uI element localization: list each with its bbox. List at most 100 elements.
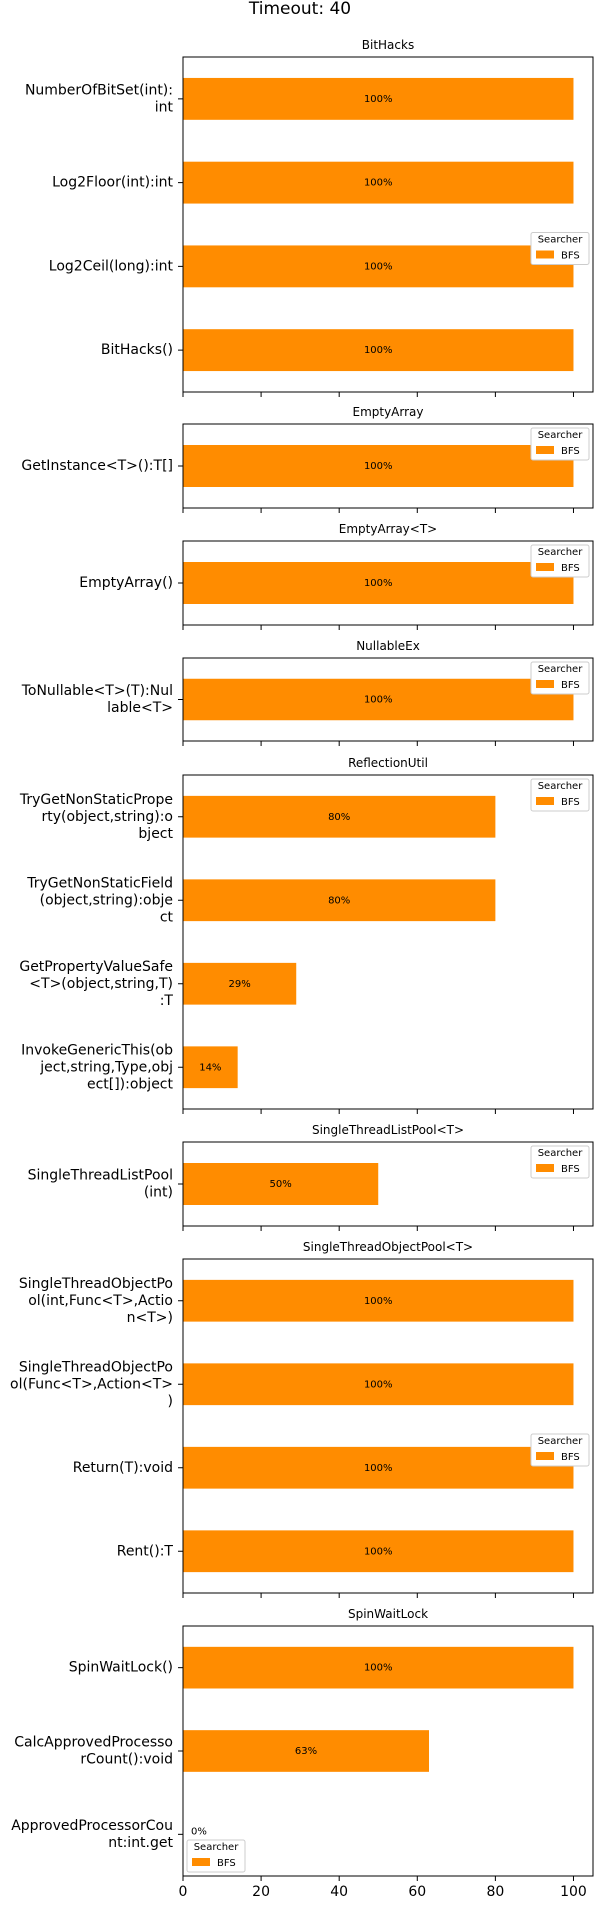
data-label: 29% [229, 979, 251, 990]
category-label-line: GetInstance<T>():T[] [21, 458, 173, 474]
category-label-line: EmptyArray() [79, 575, 173, 591]
legend-title: Searcher [538, 1436, 584, 1447]
bar [183, 1530, 574, 1573]
category-label: SingleThreadListPool (int) [28, 1168, 173, 1201]
category-label: ApprovedProcessorCou nt:int.get [11, 1818, 173, 1851]
plot-frame [182, 540, 594, 626]
data-label: 100% [364, 178, 393, 189]
bar [183, 1279, 574, 1322]
legend-title: Searcher [538, 781, 584, 792]
category-label-line: ApprovedProcessorCou [11, 1818, 173, 1834]
data-label: 80% [328, 812, 350, 823]
bar [183, 1646, 574, 1689]
data-label: 100% [364, 461, 393, 472]
category-label-line: int [155, 99, 174, 115]
category-label-line: Log2Ceil(long):int [49, 258, 174, 274]
category-label-line: Log2Floor(int):int [52, 175, 173, 191]
category-label-line: ) [168, 1393, 173, 1409]
category-label: ToNullable<T>(T):Nul lable<T> [21, 683, 173, 716]
data-label: 14% [199, 1062, 221, 1073]
bar [183, 1046, 238, 1089]
category-label-line: InvokeGenericThis(ob [21, 1042, 173, 1058]
category-label-line: TryGetNonStaticField [26, 875, 173, 891]
legend-entry: BFS [561, 563, 580, 574]
legend-swatch [536, 250, 554, 259]
category-label: EmptyArray() [79, 575, 173, 591]
bar [183, 1363, 574, 1406]
subplot-title: SingleThreadObjectPool<T> [303, 1240, 473, 1254]
category-label-line: TryGetNonStaticPrope [19, 792, 173, 808]
category-label-line: CalcApprovedProcesso [14, 1735, 173, 1751]
category-label-line: ect[]):object [87, 1076, 174, 1092]
category-label: Return(T):void [73, 1460, 173, 1476]
legend-entry: BFS [217, 1858, 236, 1869]
category-label: SingleThreadObjectPo ol(int,Func<T>,Actio… [19, 1276, 173, 1326]
x-tick-label: 20 [252, 1884, 270, 1900]
x-tick-label: 0 [179, 1884, 188, 1900]
category-label: BitHacks() [101, 342, 173, 358]
bar [183, 445, 574, 487]
legend-title: Searcher [538, 547, 584, 558]
category-label-line: :T [160, 993, 174, 1009]
data-label: 100% [364, 1663, 393, 1674]
x-tick-label: 80 [486, 1884, 504, 1900]
subplot-title: SpinWaitLock [348, 1607, 428, 1621]
category-label-line: <T>(object,string,T) [29, 976, 173, 992]
subplot-title: BitHacks [362, 38, 414, 52]
bar [183, 879, 496, 922]
data-label: 100% [364, 578, 393, 589]
data-label: 100% [364, 345, 393, 356]
category-label: TryGetNonStaticPrope rty(object,string):o… [19, 792, 174, 842]
legend-title: Searcher [538, 235, 584, 246]
legend-title: Searcher [194, 1842, 240, 1853]
category-label: Rent():T [117, 1543, 174, 1559]
legend-title: Searcher [538, 430, 584, 441]
data-label: 0% [191, 1826, 207, 1837]
category-label-line: lable<T> [107, 700, 173, 716]
data-label: 100% [364, 1296, 393, 1307]
category-label-line: ol(int,Func<T>,Actio [28, 1293, 173, 1309]
category-label-line: ol(Func<T>,Action<T> [10, 1376, 173, 1392]
bar [183, 77, 574, 120]
category-label-line: Rent():T [117, 1543, 174, 1559]
legend-swatch [536, 446, 554, 454]
category-label: Log2Ceil(long):int [49, 258, 174, 274]
plot-frame [182, 1258, 594, 1594]
category-label-line: nt:int.get [108, 1835, 173, 1851]
subplot-title: SingleThreadListPool<T> [312, 1123, 464, 1137]
legend-swatch [536, 797, 554, 805]
legend-entry: BFS [561, 797, 580, 808]
legend-title: Searcher [538, 664, 584, 675]
figure-title: Timeout: 40 [248, 0, 351, 19]
subplot-title: EmptyArray [352, 405, 423, 419]
category-label: TryGetNonStaticField (object,string):obje… [26, 875, 173, 925]
category-label-line: SingleThreadObjectPo [19, 1359, 173, 1375]
legend-swatch [192, 1858, 210, 1866]
bar [183, 329, 574, 372]
legend-entry: BFS [561, 446, 580, 457]
category-label-line: (int) [144, 1185, 173, 1201]
category-label-line: ject,string,Type,obj [39, 1059, 173, 1075]
category-label-line: SingleThreadObjectPo [19, 1276, 173, 1292]
category-label-line: (object,string):obje [40, 892, 173, 908]
plot-frame [182, 774, 594, 1110]
category-label-line: rty(object,string):o [41, 809, 173, 825]
category-label-line: rCount():void [80, 1752, 173, 1768]
category-label: GetPropertyValueSafe <T>(object,string,T)… [19, 959, 173, 1009]
category-label-line: ct [160, 909, 174, 925]
bar [183, 678, 574, 721]
category-label-line: BitHacks() [101, 342, 173, 358]
plot-frame [182, 423, 594, 509]
data-label: 63% [295, 1746, 317, 1757]
bar [183, 245, 574, 288]
data-label: 100% [364, 695, 393, 706]
bar [183, 562, 574, 604]
plot-frame [182, 1625, 594, 1877]
legend-entry: BFS [561, 251, 580, 262]
legend-swatch [536, 1452, 554, 1460]
data-label: 100% [364, 1546, 393, 1557]
category-label-line: SingleThreadListPool [28, 1168, 173, 1184]
category-label-line: NumberOfBitSet(int): [25, 82, 173, 98]
